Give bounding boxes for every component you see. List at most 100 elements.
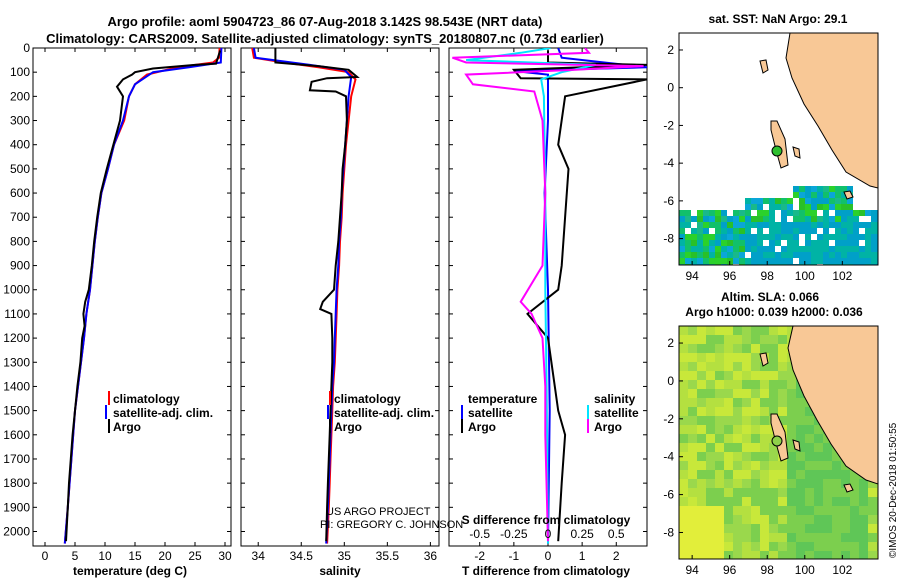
sla-cell bbox=[832, 452, 841, 461]
sla-cell bbox=[796, 416, 805, 425]
sst-cell bbox=[775, 240, 781, 246]
sla-cell bbox=[733, 425, 742, 434]
sla-cell bbox=[733, 362, 742, 371]
sst-cell bbox=[859, 258, 865, 264]
sst-cell bbox=[793, 222, 799, 228]
sst-cell bbox=[787, 228, 793, 234]
sla-cell bbox=[769, 515, 778, 524]
sla-cell bbox=[796, 452, 805, 461]
sst-cell bbox=[865, 222, 871, 228]
sst-cell bbox=[685, 234, 691, 240]
salinity-legend: climatology satellite-adj. clim. Argo bbox=[327, 391, 434, 434]
sst-cell bbox=[865, 228, 871, 234]
sla-cell bbox=[742, 542, 751, 551]
sla-cell bbox=[697, 416, 706, 425]
sst-cell bbox=[751, 222, 757, 228]
sla-cell bbox=[814, 497, 823, 506]
axis-ticks bbox=[33, 47, 647, 546]
sst-cell bbox=[703, 222, 709, 228]
sla-cell bbox=[679, 362, 688, 371]
imos-credit: ©IMOS 20-Dec-2018 01:50:55 bbox=[888, 422, 899, 558]
sla-cell bbox=[742, 416, 751, 425]
sst-cell bbox=[811, 240, 817, 246]
sla-cell bbox=[751, 398, 760, 407]
sla-cell bbox=[724, 398, 733, 407]
sst-cell bbox=[793, 240, 799, 246]
sla-cell bbox=[814, 542, 823, 551]
sla-cell bbox=[769, 443, 778, 452]
map-lon-label: 94 bbox=[685, 563, 699, 577]
x-tick-label: 1 bbox=[579, 549, 586, 563]
sla-cell bbox=[868, 515, 877, 524]
sst-cell bbox=[763, 246, 769, 252]
sla-cell bbox=[796, 515, 805, 524]
map-lon-label: 100 bbox=[795, 269, 815, 283]
sst-cell bbox=[859, 222, 865, 228]
sla-cell bbox=[724, 380, 733, 389]
map-lat-label: 0 bbox=[667, 374, 674, 388]
sst-cell bbox=[709, 252, 715, 258]
sla-cell bbox=[769, 407, 778, 416]
sla-cell bbox=[805, 434, 814, 443]
sst-cell bbox=[865, 234, 871, 240]
sla-cell bbox=[733, 524, 742, 533]
depth-tick-label: 0 bbox=[23, 41, 30, 55]
sla-cell bbox=[733, 434, 742, 443]
sst-cell bbox=[841, 192, 847, 198]
sla-cell bbox=[679, 506, 688, 515]
sla-cell bbox=[760, 461, 769, 470]
s-diff-tick-label: 0.25 bbox=[570, 527, 594, 541]
sla-cell bbox=[760, 551, 769, 559]
sla-cell bbox=[733, 479, 742, 488]
sst-cell bbox=[805, 258, 811, 264]
sla-cell bbox=[724, 497, 733, 506]
sst-cell bbox=[739, 234, 745, 240]
sla-cell bbox=[688, 470, 697, 479]
sla-cell bbox=[823, 533, 832, 542]
x-tick-label: 5 bbox=[72, 549, 79, 563]
sst-cell bbox=[775, 198, 781, 204]
pi-credit: PI: GREGORY C. JOHNSON bbox=[320, 519, 463, 531]
sst-cell bbox=[823, 192, 829, 198]
sla-cell bbox=[688, 371, 697, 380]
sla-cell bbox=[760, 380, 769, 389]
sla-cell bbox=[868, 488, 877, 497]
sla-cell bbox=[688, 362, 697, 371]
sla-cell bbox=[697, 344, 706, 353]
sst-cell bbox=[811, 252, 817, 258]
sst-cell bbox=[781, 204, 787, 210]
sla-cell bbox=[742, 533, 751, 542]
sla-cell bbox=[724, 542, 733, 551]
sla-cell bbox=[868, 533, 877, 542]
sst-cell bbox=[739, 258, 745, 264]
map-lon-label: 96 bbox=[723, 269, 737, 283]
sla-cell bbox=[679, 551, 688, 559]
map-lat-label: -6 bbox=[663, 488, 674, 502]
sst-cell bbox=[775, 258, 781, 264]
sla-cell bbox=[760, 362, 769, 371]
sla-cell bbox=[814, 425, 823, 434]
sst-cell bbox=[799, 252, 805, 258]
sst-cell bbox=[697, 258, 703, 264]
figure-title-line2: Climatology: CARS2009. Satellite-adjuste… bbox=[46, 31, 604, 46]
map-lat-label: 0 bbox=[667, 81, 674, 95]
sst-cell bbox=[769, 204, 775, 210]
sst-cell bbox=[691, 216, 697, 222]
sla-cell bbox=[715, 551, 724, 559]
sst-cell bbox=[817, 186, 823, 192]
sla-cell bbox=[724, 533, 733, 542]
sla-cell bbox=[841, 470, 850, 479]
sla-cell bbox=[733, 506, 742, 515]
sla-cell bbox=[733, 398, 742, 407]
sla-cell bbox=[679, 371, 688, 380]
sst-cell bbox=[823, 210, 829, 216]
sst-cell bbox=[835, 228, 841, 234]
sst-cell bbox=[823, 252, 829, 258]
sla-cell bbox=[868, 524, 877, 533]
sst-cell bbox=[853, 222, 859, 228]
sst-cell bbox=[805, 228, 811, 234]
sst-cell bbox=[775, 234, 781, 240]
sst-cell bbox=[679, 246, 685, 252]
sst-cell bbox=[709, 222, 715, 228]
sla-cell bbox=[706, 326, 715, 335]
